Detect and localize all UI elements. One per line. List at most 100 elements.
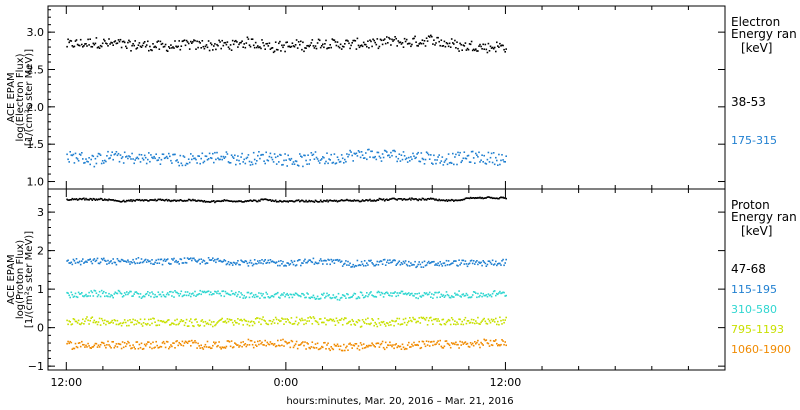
data-point [96,155,99,158]
data-point [487,196,490,198]
data-point [412,263,414,266]
data-point [431,293,433,295]
data-point [207,40,210,42]
data-point [354,324,357,326]
data-point [332,348,335,351]
data-point [237,318,239,320]
data-point [91,199,94,201]
data-point [499,316,501,319]
data-point [129,40,131,43]
data-point [350,200,352,202]
data-point [453,260,455,262]
data-point [271,320,274,323]
data-point [188,258,191,260]
data-point [143,295,146,298]
data-point [98,290,101,293]
data-point [339,160,342,163]
data-point [463,198,466,201]
data-point [213,321,215,323]
data-point [104,259,106,262]
data-point [92,197,95,200]
data-point [325,39,327,42]
data-point [205,44,208,46]
data-point [411,264,413,266]
data-point [192,198,194,201]
data-point [97,198,100,200]
data-point [419,347,422,350]
data-point [174,290,176,292]
data-point [93,258,96,260]
data-point [386,261,388,264]
data-point [181,40,184,43]
data-point [412,345,414,347]
data-point [395,320,397,322]
data-point [282,318,284,320]
data-point [229,345,232,348]
data-point [363,157,366,159]
data-point [489,156,492,159]
data-point [196,347,198,349]
data-point [215,291,217,293]
data-point [77,291,80,294]
data-point [335,259,338,261]
data-point [368,47,370,49]
data-point [123,319,126,321]
data-point [394,320,396,323]
data-point [419,42,422,44]
data-point [101,341,104,344]
data-point [100,289,103,292]
data-point [118,343,121,345]
data-point [253,199,256,202]
data-point [468,43,471,45]
data-point [257,260,259,262]
data-point [249,45,252,48]
data-point [282,260,284,263]
data-point [230,319,233,321]
data-point [363,200,366,202]
data-point [225,263,228,266]
data-point [95,37,98,39]
data-point [144,345,147,347]
data-point [122,260,125,262]
data-point [257,295,259,298]
data-point [244,343,247,345]
data-point [154,346,156,349]
data-point [423,343,426,345]
data-point [486,51,489,54]
data-point [351,42,353,44]
data-point [504,341,506,343]
data-point [277,49,279,51]
data-point [390,44,392,46]
data-point [168,199,170,201]
data-point [126,261,128,263]
data-point [307,44,309,47]
data-point [125,293,127,296]
data-point [162,320,165,323]
data-point [212,293,214,295]
data-point [151,199,153,201]
legend-title: Energy ran [731,27,797,41]
data-point [210,259,213,261]
data-point [180,199,183,202]
data-point [345,199,347,202]
data-point [269,296,272,299]
data-point [275,48,278,51]
data-point [202,291,205,294]
data-point [415,266,417,269]
data-point [475,197,477,199]
data-point [504,197,506,199]
data-point [283,44,285,46]
data-point [378,291,381,294]
data-point [450,342,453,344]
data-point [278,260,280,263]
data-point [140,258,143,260]
data-point [453,323,455,325]
data-point [467,345,470,348]
data-point [119,292,122,294]
data-point [96,295,99,298]
data-point [222,260,225,263]
data-point [491,46,494,49]
data-point [313,296,316,299]
data-point [172,291,174,294]
